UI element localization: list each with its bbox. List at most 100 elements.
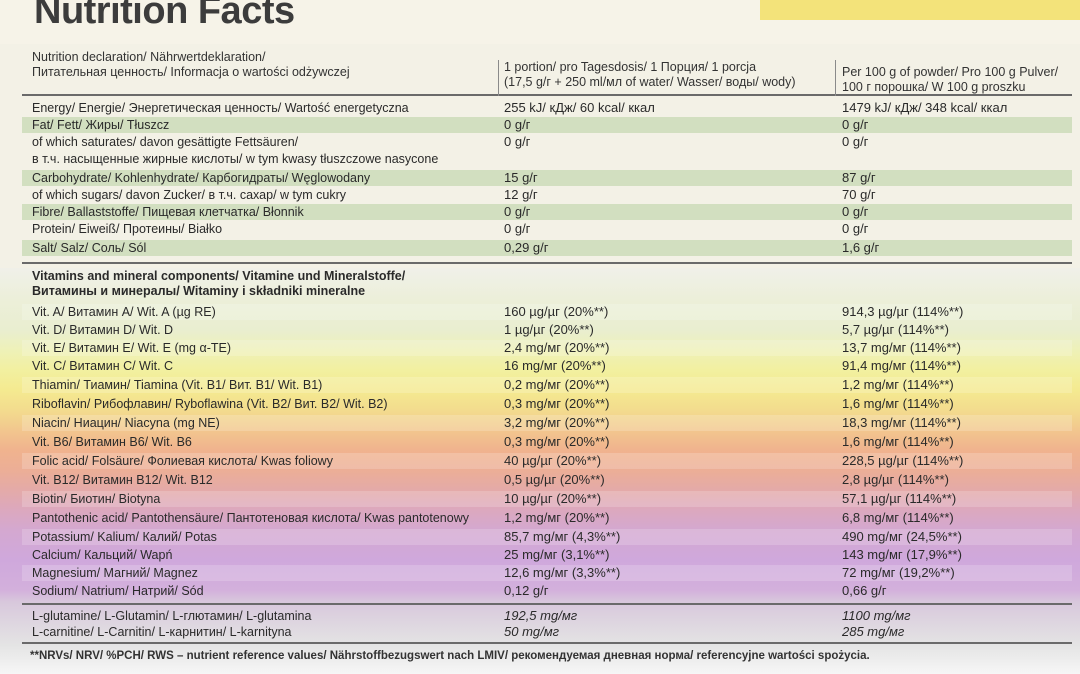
vitamin-name: Thiamin/ Тиамин/ Tiamina (Vit. B1/ Вит. … (32, 378, 323, 392)
vitamin-per100: 490 mg/мг (24,5%**) (842, 529, 962, 544)
divider-amino (22, 603, 1072, 605)
nutrient-name: Fibre/ Ballaststoffe/ Пищевая клетчатка/… (32, 205, 304, 219)
vitamin-portion: 0,3 mg/мг (20%**) (504, 434, 610, 449)
vitamin-per100: 57,1 µg/µг (114%**) (842, 491, 957, 506)
nutrient-per100: 70 g/г (842, 187, 876, 202)
vitamin-portion: 12,6 mg/мг (3,3%**) (504, 565, 621, 580)
vitamin-per100: 5,7 µg/µг (114%**) (842, 322, 949, 337)
vitamin-per100: 6,8 mg/мг (114%**) (842, 510, 954, 525)
vitamin-portion: 0,3 mg/мг (20%**) (504, 396, 610, 411)
vitamin-name: Vit. A/ Витамин A/ Wit. A (µg RE) (32, 305, 216, 319)
vitamin-portion: 25 mg/мг (3,1%**) (504, 547, 610, 562)
page-title: Nutrition Facts (34, 0, 295, 32)
header-per100: Per 100 g of powder/ Pro 100 g Pulver/ 1… (842, 65, 1072, 95)
nutrient-per100: 0 g/г (842, 221, 869, 236)
vitamins-section-title: Vitamins and mineral components/ Vitamin… (32, 269, 405, 299)
vitamin-per100: 143 mg/мг (17,9%**) (842, 547, 962, 562)
nutrient-per100: 1479 kJ/ кДж/ 348 kcal/ ккал (842, 100, 1008, 115)
divider-vitamins (22, 262, 1072, 264)
vitamin-per100: 228,5 µg/µг (114%**) (842, 453, 964, 468)
vitamin-row: Vit. B12/ Витамин B12/ Wit. B12 0,5 µg/µ… (22, 472, 1072, 488)
vitamin-portion: 40 µg/µг (20%**) (504, 453, 602, 468)
header-portion-line2: (17,5 g/г + 250 ml/мл of water/ Wasser/ … (504, 75, 796, 89)
nutrient-portion: 0 g/г (504, 134, 531, 149)
vitamin-name: Folic acid/ Folsäure/ Фолиевая кислота/ … (32, 454, 333, 468)
nutrient-name: Fat/ Fett/ Жиры/ Tłuszcz (32, 118, 170, 132)
vitamin-portion: 3,2 mg/мг (20%**) (504, 415, 610, 430)
vitamin-row: Vit. E/ Витамин E/ Wit. E (mg α-TE) 2,4 … (22, 340, 1072, 356)
divider-bottom (22, 642, 1072, 644)
nutrient-name: Energy/ Energie/ Энергетическая ценность… (32, 101, 409, 115)
nutrient-portion: 12 g/г (504, 187, 538, 202)
header-per100-line2: 100 г порошка/ W 100 g proszku (842, 80, 1026, 94)
vitamin-per100: 1,2 mg/мг (114%**) (842, 377, 954, 392)
header-declaration-line1: Nutrition declaration/ Nährwertdeklarati… (32, 50, 266, 64)
vitamin-portion: 16 mg/мг (20%**) (504, 358, 606, 373)
amino-row: L-glutamine/ L-Glutamin/ L-глютамин/ L-g… (22, 608, 1072, 624)
vitamin-name: Pantothenic acid/ Pantothensäure/ Пантот… (32, 511, 469, 525)
vitamin-per100: 91,4 mg/мг (114%**) (842, 358, 961, 373)
title-yellow-strip (760, 0, 1080, 20)
vitamin-row: Thiamin/ Тиамин/ Tiamina (Vit. B1/ Вит. … (22, 377, 1072, 393)
amino-name: L-carnitine/ L-Carnitin/ L-карнитин/ L-k… (32, 625, 292, 639)
nutrient-row: Fibre/ Ballaststoffe/ Пищевая клетчатка/… (22, 204, 1072, 220)
nutrient-portion: 255 kJ/ кДж/ 60 kcal/ ккал (504, 100, 655, 115)
vitamin-per100: 18,3 mg/мг (114%**) (842, 415, 961, 430)
vitamin-portion: 160 µg/µг (20%**) (504, 304, 609, 319)
vitamin-row: Vit. B6/ Витамин B6/ Wit. B6 0,3 mg/мг (… (22, 434, 1072, 450)
amino-per100: 285 mg/мг (842, 624, 905, 639)
amino-per100: 1100 mg/мг (842, 608, 911, 623)
vitamin-row: Biotin/ Биотин/ Biotyna 10 µg/µг (20%**)… (22, 491, 1072, 507)
vitamin-portion: 1,2 mg/мг (20%**) (504, 510, 610, 525)
nutrient-row: Salt/ Salz/ Соль/ Sól 0,29 g/г 1,6 g/г (22, 240, 1072, 256)
nutrient-portion: 0 g/г (504, 117, 531, 132)
vitamin-per100: 914,3 µg/µг (114%**) (842, 304, 964, 319)
column-divider-header-a (498, 60, 499, 96)
vitamin-name: Sodium/ Natrium/ Натрий/ Sód (32, 584, 204, 598)
vitamin-row: Potassium/ Kalium/ Калий/ Potas 85,7 mg/… (22, 529, 1072, 545)
vitamin-row: Folic acid/ Folsäure/ Фолиевая кислота/ … (22, 453, 1072, 469)
amino-name: L-glutamine/ L-Glutamin/ L-глютамин/ L-g… (32, 609, 312, 623)
vitamin-portion: 1 µg/µг (20%**) (504, 322, 594, 337)
vitamin-portion: 0,12 g/г (504, 583, 549, 598)
vitamin-name: Riboflavin/ Рибофлавин/ Ryboflawina (Vit… (32, 397, 388, 411)
amino-portion: 192,5 mg/мг (504, 608, 578, 623)
vitamin-row: Vit. A/ Витамин A/ Wit. A (µg RE) 160 µg… (22, 304, 1072, 320)
vitamin-name: Vit. C/ Витамин C/ Wit. C (32, 359, 174, 373)
amino-portion: 50 mg/мг (504, 624, 560, 639)
footnote: **NRVs/ NRV/ %PCH/ RWS – nutrient refere… (30, 650, 870, 662)
header-per100-line1: Per 100 g of powder/ Pro 100 g Pulver/ (842, 65, 1059, 79)
column-divider-header-b (835, 60, 836, 96)
vitamins-title-line2: Витамины и минералы/ Witaminy i składnik… (32, 284, 366, 298)
nutrient-row: of which saturates/ davon gesättigte Fet… (22, 134, 1072, 150)
vitamins-title-line1: Vitamins and mineral components/ Vitamin… (32, 269, 406, 283)
vitamin-name: Biotin/ Биотин/ Biotyna (32, 492, 161, 506)
vitamin-row: Pantothenic acid/ Pantothensäure/ Пантот… (22, 510, 1072, 526)
vitamin-name: Vit. E/ Витамин E/ Wit. E (mg α-TE) (32, 341, 232, 355)
nutrient-name: Protein/ Eiweiß/ Протеины/ Białko (32, 222, 223, 236)
vitamin-per100: 1,6 mg/мг (114%**) (842, 396, 954, 411)
nutrient-per100: 1,6 g/г (842, 240, 880, 255)
vitamin-row: Niacin/ Ниацин/ Niacyna (mg NE) 3,2 mg/м… (22, 415, 1072, 431)
nutrient-name: Carbohydrate/ Kohlenhydrate/ Карбогидрат… (32, 171, 371, 185)
vitamin-portion: 0,5 µg/µг (20%**) (504, 472, 605, 487)
vitamin-row: Vit. C/ Витамин C/ Wit. C 16 mg/мг (20%*… (22, 358, 1072, 374)
nutrient-row: of which sugars/ davon Zucker/ в т.ч. са… (22, 187, 1072, 203)
vitamin-row: Vit. D/ Витамин D/ Wit. D 1 µg/µг (20%**… (22, 322, 1072, 338)
vitamin-row: Sodium/ Natrium/ Натрий/ Sód 0,12 g/г 0,… (22, 583, 1072, 599)
nutrient-per100: 0 g/г (842, 134, 869, 149)
vitamin-portion: 2,4 mg/мг (20%**) (504, 340, 610, 355)
vitamin-per100: 0,66 g/г (842, 583, 887, 598)
amino-row: L-carnitine/ L-Carnitin/ L-карнитин/ L-k… (22, 624, 1072, 640)
vitamin-per100: 13,7 mg/мг (114%**) (842, 340, 961, 355)
vitamin-portion: 10 µg/µг (20%**) (504, 491, 602, 506)
vitamin-name: Calcium/ Кальций/ Wapń (32, 548, 173, 562)
nutrient-row: Fat/ Fett/ Жиры/ Tłuszcz 0 g/г 0 g/г (22, 117, 1072, 133)
vitamin-name: Potassium/ Kalium/ Калий/ Potas (32, 530, 217, 544)
nutrient-name: Salt/ Salz/ Соль/ Sól (32, 241, 147, 255)
nutrient-portion: 0 g/г (504, 204, 531, 219)
vitamin-row: Magnesium/ Магний/ Magnez 12,6 mg/мг (3,… (22, 565, 1072, 581)
vitamin-per100: 72 mg/мг (19,2%**) (842, 565, 955, 580)
nutrient-row: Energy/ Energie/ Энергетическая ценность… (22, 100, 1072, 116)
nutrient-row: Protein/ Eiweiß/ Протеины/ Białko 0 g/г … (22, 221, 1072, 237)
